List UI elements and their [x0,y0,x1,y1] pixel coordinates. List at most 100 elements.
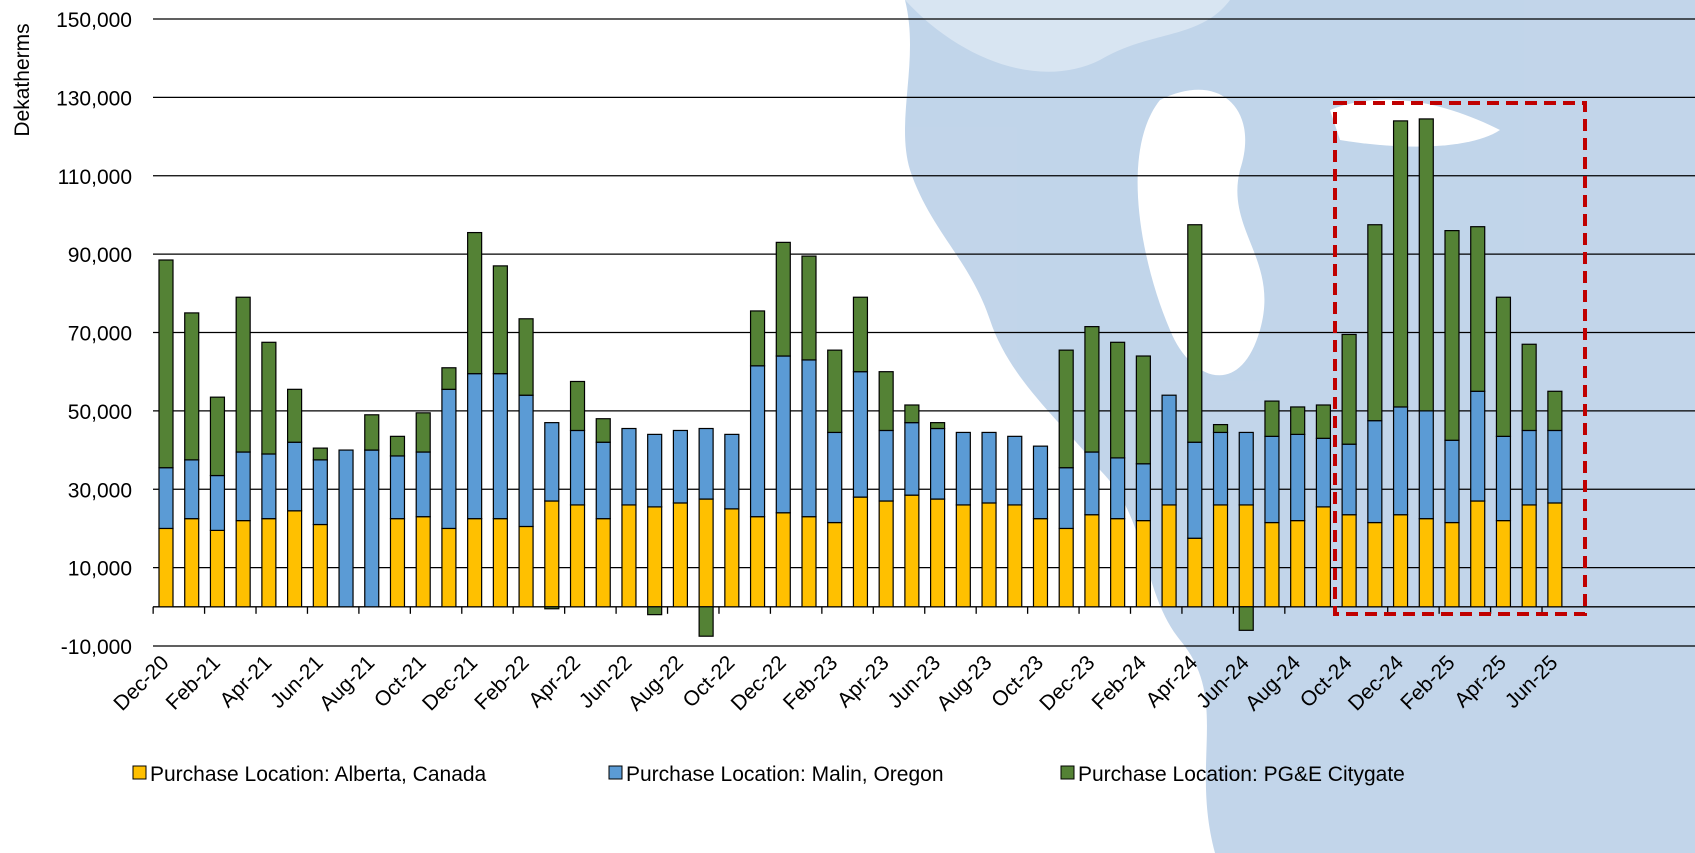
bar-segment [1085,327,1099,452]
bar-segment [1316,507,1330,607]
bar-segment [365,450,379,607]
bar-segment [1239,432,1253,504]
bar-segment [416,517,430,607]
bar-segment [596,519,610,607]
bar-segment [390,519,404,607]
bar-segment [699,429,713,500]
bar-segment [1214,432,1228,504]
bar-segment [673,503,687,607]
bar-segment [1111,519,1125,607]
bar-segment [648,607,662,615]
bar-segment [1522,344,1536,430]
bar-segment [262,519,276,607]
x-tick-label: Apr-24 [1142,651,1203,712]
bar-segment [1136,356,1150,464]
chart: Dekatherms -10,00010,00030,00050,00070,0… [0,0,1695,853]
y-tick-label: 30,000 [68,479,132,502]
bar-segment [802,360,816,517]
y-tick-label: 150,000 [56,9,132,32]
bar-segment [622,505,636,607]
bar-segment [210,476,224,531]
bar-segment [519,526,533,606]
bar-segment [313,448,327,460]
bar-segment [1239,607,1253,631]
bar-segment [1265,523,1279,607]
y-tick-label: 70,000 [68,323,132,346]
bar-segment [1496,521,1510,607]
bar-segment [365,415,379,450]
bar-segment [1085,452,1099,515]
y-tick-label: -10,000 [61,636,132,659]
bar-segment [1471,227,1485,392]
bar-segment [1291,407,1305,434]
bar-segment [1368,421,1382,523]
bar-segment [1419,519,1433,607]
y-tick-label: 50,000 [68,401,132,424]
bar-segment [1162,505,1176,607]
bar-segment [1316,438,1330,507]
bar-segment [313,525,327,607]
bar-segment [1008,436,1022,505]
bar-segment [1522,505,1536,607]
bar-segment [699,499,713,607]
bar-segment [751,517,765,607]
bar-segment [1394,407,1408,515]
bar-segment [1342,334,1356,444]
bar-segment [262,342,276,454]
bar-segment [288,511,302,607]
bar-segment [1008,505,1022,607]
bar-segment [442,528,456,606]
bar-segment [1471,501,1485,607]
bar-segment [493,266,507,374]
bar-segment [802,517,816,607]
bar-segment [905,405,919,423]
bar-segment [982,432,996,503]
bar-segment [390,456,404,519]
bar-segment [931,423,945,429]
bar-segment [185,460,199,519]
legend-label: Purchase Location: Alberta, Canada [150,763,487,786]
bar-segment [1342,444,1356,515]
bar-segment [1136,464,1150,521]
legend-swatch [1061,766,1074,779]
bar-segment [1033,446,1047,518]
bar-segment [1188,442,1202,538]
bar-segment [699,607,713,636]
bar-segment [982,503,996,607]
bar-segment [776,242,790,356]
bar-segment [1496,436,1510,520]
bar-segment [776,513,790,607]
bar-segment [1471,391,1485,501]
y-tick-label: 110,000 [58,166,132,189]
bar-segment [210,530,224,606]
bar-segment [751,366,765,517]
bar-segment [210,397,224,475]
bar-segment [1342,515,1356,607]
bar-segment [1239,505,1253,607]
x-tick-label: Apr-23 [833,651,894,712]
bar-segment [828,432,842,522]
bar-segment [648,434,662,506]
bar-segment [828,350,842,432]
bar-segment [519,395,533,526]
bar-segment [931,429,945,500]
bar-segment [1368,225,1382,421]
x-tick-label: Aug-21 [315,651,379,715]
bar-segment [1548,503,1562,607]
bar-segment [879,501,893,607]
bar-segment [1188,225,1202,442]
bar-segment [725,434,739,508]
y-tick-label: 130,000 [56,87,132,110]
x-tick-label: Dec-23 [1035,651,1099,715]
bar-segment [1033,519,1047,607]
bar-segment [1548,391,1562,430]
bar-segment [339,450,353,607]
y-tick-label: 90,000 [68,244,132,267]
bar-segment [956,432,970,504]
bar-segment [159,468,173,529]
bar-segment [879,372,893,431]
bar-segment [1394,515,1408,607]
bar-segment [185,519,199,607]
bar-segment [1548,430,1562,502]
x-tick-label: Dec-20 [109,651,173,715]
